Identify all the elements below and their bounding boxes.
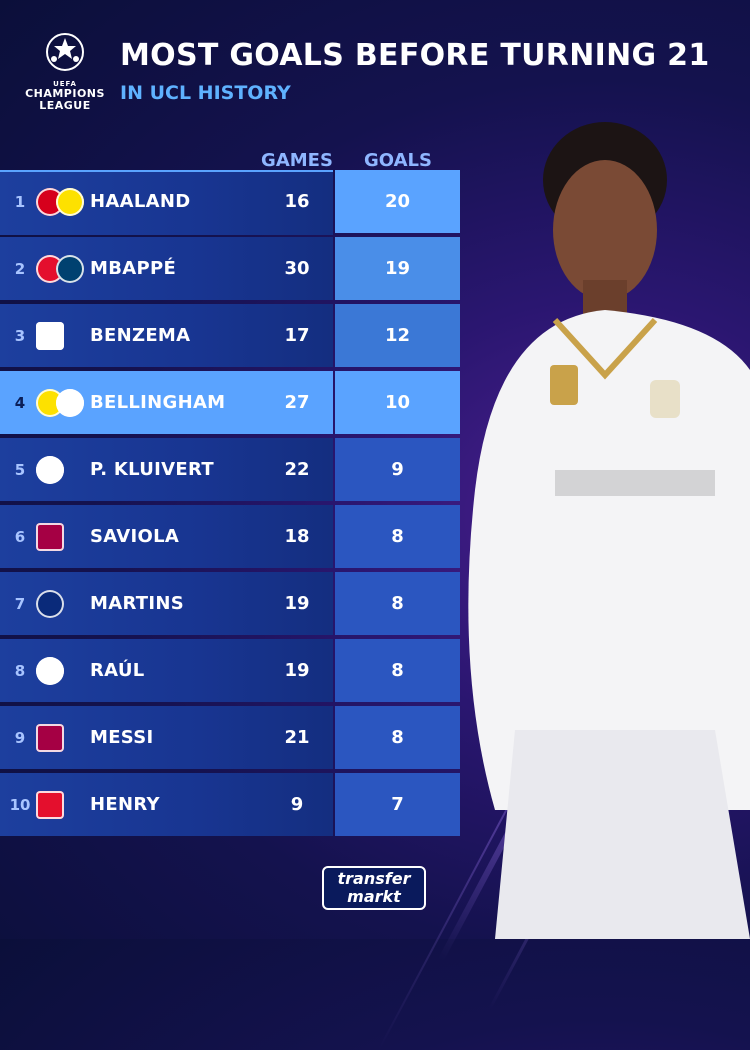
dortmund-crest-icon: [56, 188, 84, 216]
goals-column-header: GOALS: [364, 150, 432, 171]
barcelona-crest-icon: [36, 523, 64, 551]
games-value: 19: [284, 593, 310, 614]
table-row: 10 HENRY 9 7: [0, 773, 460, 836]
player-name: BENZEMA: [90, 325, 191, 346]
club-crests: [36, 320, 64, 352]
rank: 7: [14, 594, 26, 613]
games-column-header: GAMES: [261, 150, 333, 171]
player-name: MESSI: [90, 727, 154, 748]
player-name: BELLINGHAM: [90, 392, 226, 413]
barcelona-crest-icon: [36, 724, 64, 752]
goals-cell: 19: [335, 237, 460, 300]
rank: 5: [14, 460, 26, 479]
goals-cell: 8: [335, 706, 460, 769]
rank: 4: [14, 393, 26, 412]
player-photo: [468, 122, 750, 939]
club-crests: [36, 186, 84, 218]
rank: 10: [9, 795, 31, 814]
club-crests: [36, 521, 64, 553]
club-crests: [36, 722, 64, 754]
player-name: P. KLUIVERT: [90, 459, 214, 480]
brand-line-1: transfer: [337, 869, 411, 888]
player-name: RAÚL: [90, 660, 145, 681]
goals-value: 19: [384, 258, 411, 279]
club-crests: [36, 655, 64, 687]
player-name: MBAPPÉ: [90, 258, 177, 279]
games-value: 17: [284, 325, 310, 346]
rank: 1: [14, 192, 26, 211]
goals-cell: 7: [335, 773, 460, 836]
goals-value: 7: [391, 794, 404, 815]
games-value: 18: [284, 526, 310, 547]
club-crests: [36, 387, 84, 419]
goals-value: 20: [384, 191, 411, 212]
transfermarkt-logo: transfer markt: [322, 866, 426, 910]
table-row: 8 RAÚL 19 8: [0, 639, 460, 702]
games-value: 19: [284, 660, 310, 681]
starball-icon: [46, 33, 84, 71]
games-value: 27: [284, 392, 310, 413]
real-madrid-crest-icon: [56, 389, 84, 417]
club-crests: [36, 588, 64, 620]
goals-cell: 8: [335, 505, 460, 568]
inter-crest-icon: [36, 590, 64, 618]
games-value: 22: [284, 459, 310, 480]
logo-line-2: LEAGUE: [39, 99, 91, 112]
page-title: MOST GOALS BEFORE TURNING 21: [120, 38, 710, 73]
games-value: 9: [290, 794, 304, 815]
games-value: 16: [284, 191, 310, 212]
champions-league-logo: UEFA CHAMPIONS LEAGUE: [20, 32, 110, 112]
table-row: 5 P. KLUIVERT 22 9: [0, 438, 460, 501]
monaco-crest-icon: [36, 791, 64, 819]
goals-value: 9: [391, 459, 404, 480]
rank: 6: [14, 527, 26, 546]
goals-cell: 8: [335, 572, 460, 635]
table-row: 6 SAVIOLA 18 8: [0, 505, 460, 568]
player-name: MARTINS: [90, 593, 184, 614]
goals-value: 8: [391, 593, 404, 614]
table-row: 9 MESSI 21 8: [0, 706, 460, 769]
rank: 8: [14, 661, 26, 680]
club-crests: [36, 253, 84, 285]
club-crests: [36, 454, 64, 486]
goals-value: 8: [391, 660, 404, 681]
goals-cell: 20: [335, 170, 460, 233]
games-value: 30: [284, 258, 310, 279]
table-row: 3 BENZEMA 17 12: [0, 304, 460, 367]
ajax-crest-icon: [36, 456, 64, 484]
goals-cell: 12: [335, 304, 460, 367]
goals-cell: 8: [335, 639, 460, 702]
brand-line-2: markt: [347, 887, 401, 906]
rank: 2: [14, 259, 26, 278]
player-name: HAALAND: [90, 191, 191, 212]
ranking-table: 1 HAALAND 16 20 2 MBAPPÉ 30 19 3 BENZEMA…: [0, 170, 460, 840]
logo-uefa: UEFA: [53, 80, 77, 88]
player-name: HENRY: [90, 794, 160, 815]
page-subtitle: IN UCL HISTORY: [120, 82, 291, 104]
psg-crest-icon: [56, 255, 84, 283]
rank: 9: [14, 728, 26, 747]
real-madrid-crest-icon: [36, 657, 64, 685]
player-name: SAVIOLA: [90, 526, 180, 547]
games-value: 21: [284, 727, 310, 748]
goals-value: 8: [391, 526, 404, 547]
club-crests: [36, 789, 64, 821]
goals-cell: 10: [335, 371, 460, 434]
table-row: 7 MARTINS 19 8: [0, 572, 460, 635]
rank: 3: [14, 326, 26, 345]
table-row-highlighted: 4 BELLINGHAM 27 10: [0, 371, 460, 434]
table-row: 2 MBAPPÉ 30 19: [0, 237, 460, 300]
goals-value: 10: [384, 392, 411, 413]
goals-value: 12: [384, 325, 411, 346]
lyon-crest-icon: [36, 322, 64, 350]
table-row: 1 HAALAND 16 20: [0, 170, 460, 235]
goals-value: 8: [391, 727, 404, 748]
logo-line-1: CHAMPIONS: [25, 87, 105, 100]
goals-cell: 9: [335, 438, 460, 501]
